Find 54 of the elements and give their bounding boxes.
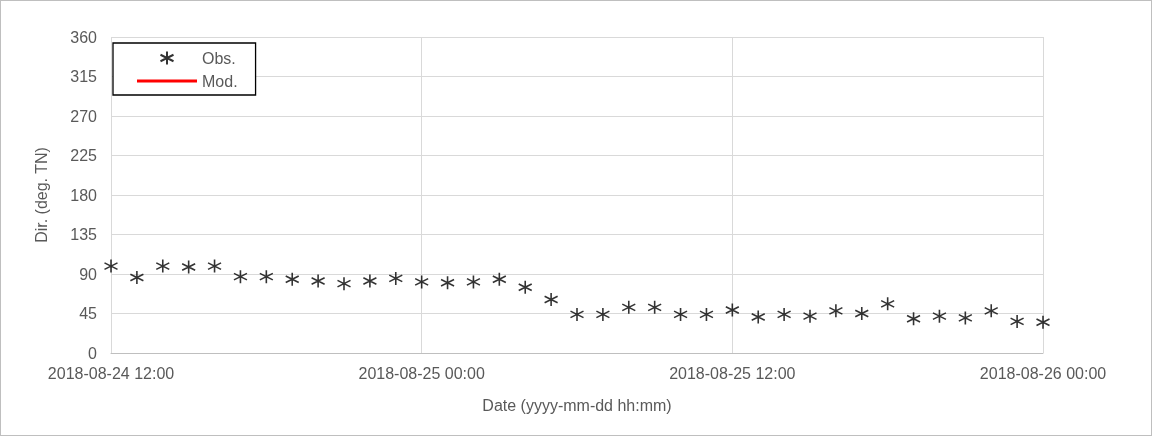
point [569,307,585,322]
point [310,273,326,289]
point [336,276,352,291]
point [932,308,947,324]
point [388,271,404,286]
point [103,258,119,274]
point [543,292,559,307]
x-tick-label: 2018-08-25 12:00 [669,364,796,382]
point [362,273,378,289]
point [517,279,533,295]
point [906,311,921,327]
point [492,271,507,287]
point [880,296,895,312]
x-axis-title: Date (yyyy-mm-dd hh:mm) [482,396,672,414]
point [699,307,714,322]
y-axis-title: Dir. (deg. TN) [32,147,50,243]
point [1009,314,1025,329]
legend-label: Obs. [202,49,236,67]
point [1035,314,1051,330]
point [647,300,662,315]
point [440,275,455,291]
point [776,307,792,322]
point [621,300,637,315]
point [750,309,766,325]
point [595,307,611,322]
y-tick-label: 180 [70,186,98,204]
point [854,306,870,321]
point [958,310,973,326]
point [284,271,300,287]
point [466,274,481,290]
point [725,302,740,318]
y-tick-label: 0 [88,344,98,362]
point [259,269,274,284]
point [802,308,818,324]
point [414,274,429,290]
point [673,307,688,322]
point [828,303,844,319]
y-tick-label: 225 [70,147,98,164]
point [233,269,248,284]
point [181,259,196,275]
y-tick-label: 315 [70,68,98,85]
point [155,258,171,274]
legend-label: Mod. [202,72,238,90]
point [983,303,999,319]
y-tick-label: 135 [70,226,98,243]
x-tick-label: 2018-08-25 00:00 [358,364,485,382]
point [129,270,145,285]
point [207,258,222,274]
y-tick-label: 360 [70,28,98,46]
y-tick-label: 45 [79,305,98,322]
x-tick-label: 2018-08-24 12:00 [47,364,175,382]
y-tick-label: 90 [79,265,98,283]
y-tick-label: 270 [70,107,98,125]
x-tick-label: 2018-08-26 00:00 [979,364,1107,382]
